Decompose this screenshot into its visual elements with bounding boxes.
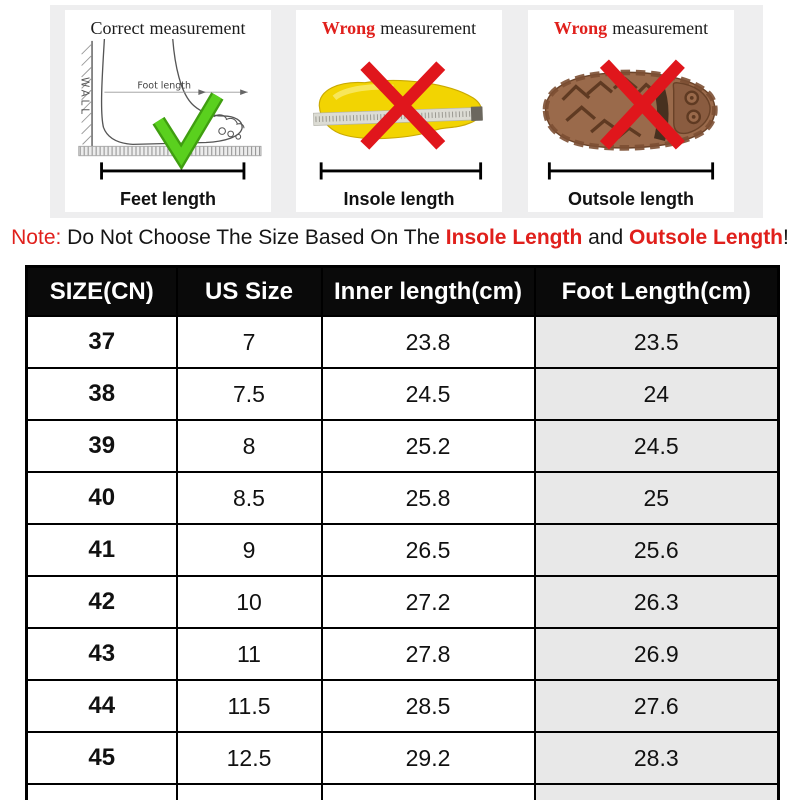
title-rest: measurement [380, 18, 477, 38]
cell-size-cn: 44 [25, 679, 178, 733]
note-outsole-length: Outsole Length [629, 226, 784, 249]
col-header-size-cn: SIZE(CN) [25, 265, 178, 317]
cell-us-size: 8 [175, 419, 323, 473]
cell-us-size: 7.5 [175, 367, 323, 421]
insole-diagram [313, 61, 484, 180]
wall: WALL [79, 40, 93, 147]
table-row: 44 11.5 28.5 27.6 [25, 679, 780, 733]
table-row: 37 7 23.8 23.5 [25, 315, 780, 369]
cell-foot-length: 28.3 [533, 731, 780, 785]
cell-size-cn: 39 [25, 419, 178, 473]
cell-foot-length: 27.6 [533, 679, 780, 733]
foot-length-dimension: Foot length [104, 80, 248, 96]
cell-inner-length: 26.5 [320, 523, 536, 577]
card-title: Wrong measurement [554, 18, 708, 39]
cell-us-size: 10 [175, 575, 323, 629]
cell-inner-length: 27.2 [320, 575, 536, 629]
size-note: Note: Do Not Choose The Size Based On Th… [0, 226, 800, 250]
title-lead: Correct [90, 18, 145, 38]
note-prefix: Note: [11, 226, 62, 249]
table-row: 40 8.5 25.8 25 [25, 471, 780, 525]
measure-bracket [319, 162, 483, 180]
cell-us-size: 7 [175, 315, 323, 369]
table-row: 46 13 29.8 28.9 [25, 783, 780, 800]
check-icon [152, 92, 224, 171]
col-header-foot-length: Foot Length(cm) [533, 265, 780, 317]
cell-inner-length: 25.2 [320, 419, 536, 473]
cell-size-cn: 42 [25, 575, 178, 629]
measure-bracket [547, 162, 715, 180]
outsole-diagram [542, 59, 718, 180]
cell-us-size: 12.5 [175, 731, 323, 785]
note-body: Do Not Choose The Size Based On The [61, 226, 446, 249]
cell-foot-length: 25 [533, 471, 780, 525]
table-row: 41 9 26.5 25.6 [25, 523, 780, 577]
cell-foot-length: 25.6 [533, 523, 780, 577]
cell-size-cn: 38 [25, 367, 178, 421]
card-wrong-insole: Wrong measurement Insole [296, 10, 502, 212]
cell-foot-length: 24.5 [533, 419, 780, 473]
table-row: 39 8 25.2 24.5 [25, 419, 780, 473]
cell-inner-length: 25.8 [320, 471, 536, 525]
caption-insole-length: Insole length [343, 189, 455, 209]
cell-us-size: 11.5 [175, 679, 323, 733]
cell-size-cn: 41 [25, 523, 178, 577]
table-header-row: SIZE(CN) US Size Inner length(cm) Foot L… [25, 265, 780, 317]
col-header-inner-length: Inner length(cm) [320, 265, 536, 317]
cell-inner-length: 28.5 [320, 679, 536, 733]
cross-icon [360, 61, 446, 150]
cell-foot-length: 24 [533, 367, 780, 421]
cell-foot-length: 23.5 [533, 315, 780, 369]
heel-block [672, 81, 711, 135]
card-correct-measurement: Correct measurement WALL [65, 10, 271, 212]
table-row: 38 7.5 24.5 24 [25, 367, 780, 421]
table-row: 45 12.5 29.2 28.3 [25, 731, 780, 785]
cell-size-cn: 45 [25, 731, 178, 785]
cell-size-cn: 40 [25, 471, 178, 525]
cross-icon [599, 59, 685, 150]
cell-size-cn: 37 [25, 315, 178, 369]
table-row: 42 10 27.2 26.3 [25, 575, 780, 629]
measure-bracket [100, 162, 246, 180]
cell-inner-length: 27.8 [320, 627, 536, 681]
caption-outsole-length: Outsole length [568, 189, 694, 209]
cell-foot-length: 26.9 [533, 627, 780, 681]
cell-inner-length: 29.2 [320, 731, 536, 785]
card-wrong-outsole: Wrong measurement [528, 10, 734, 212]
cell-inner-length: 24.5 [320, 367, 536, 421]
title-lead: Wrong [321, 18, 376, 38]
table-row: 43 11 27.8 26.9 [25, 627, 780, 681]
note-exclaim: ! [783, 226, 789, 249]
card-title: Correct measurement [91, 18, 246, 39]
instruction-band: Correct measurement WALL [50, 5, 763, 218]
cell-foot-length: 28.9 [533, 783, 780, 800]
cell-size-cn: 43 [25, 627, 178, 681]
cell-us-size: 13 [175, 783, 323, 800]
foot-outline [100, 39, 245, 146]
title-rest: measurement [612, 18, 709, 38]
col-header-us-size: US Size [175, 265, 323, 317]
cell-us-size: 11 [175, 627, 323, 681]
card-title: Wrong measurement [322, 18, 476, 39]
cell-inner-length: 29.8 [320, 783, 536, 800]
size-chart-table: SIZE(CN) US Size Inner length(cm) Foot L… [25, 265, 780, 800]
cell-us-size: 8.5 [175, 471, 323, 525]
cell-us-size: 9 [175, 523, 323, 577]
cell-size-cn: 46 [25, 783, 178, 800]
wall-label: WALL [79, 77, 91, 117]
foot-length-label: Foot length [137, 80, 191, 91]
title-rest: measurement [149, 18, 246, 38]
note-and: and [582, 226, 630, 249]
cell-inner-length: 23.8 [320, 315, 536, 369]
foot-measurement-diagram: WALL Foot length [78, 39, 262, 180]
title-lead: Wrong [553, 18, 608, 38]
caption-feet-length: Feet length [119, 189, 216, 209]
note-insole-length: Insole Length [445, 226, 583, 249]
cell-foot-length: 26.3 [533, 575, 780, 629]
